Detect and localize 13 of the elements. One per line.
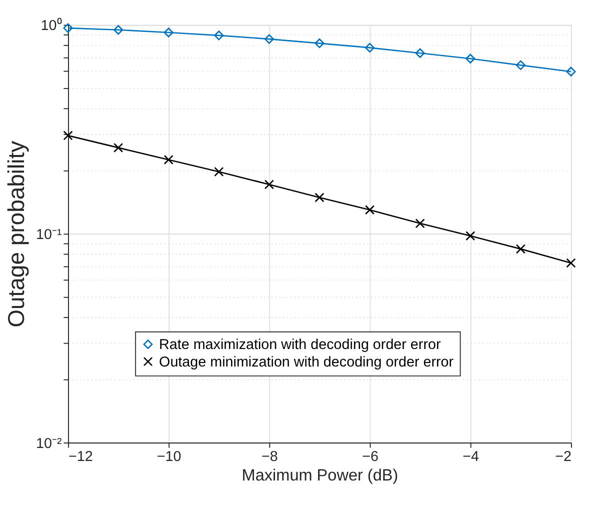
x-tick-label: −12 <box>68 449 93 466</box>
x-axis-title: Maximum Power (dB) <box>242 466 398 484</box>
legend-label: Outage minimization with decoding order error <box>159 354 454 370</box>
y-tick-label: 10⁰ <box>40 17 62 34</box>
x-tick-label: −4 <box>462 449 480 466</box>
x-tick-label: −8 <box>261 449 278 466</box>
y-tick-label: 10⁻¹ <box>36 226 62 243</box>
x-tick-label: −6 <box>362 449 378 466</box>
y-tick-label: 10⁻² <box>36 436 62 452</box>
x-tick-label: −2 <box>555 449 572 466</box>
x-tick-label: −10 <box>156 449 182 466</box>
y-axis-title: Outage probability <box>2 140 29 328</box>
legend-label: Rate maximization with decoding order error <box>159 337 441 354</box>
